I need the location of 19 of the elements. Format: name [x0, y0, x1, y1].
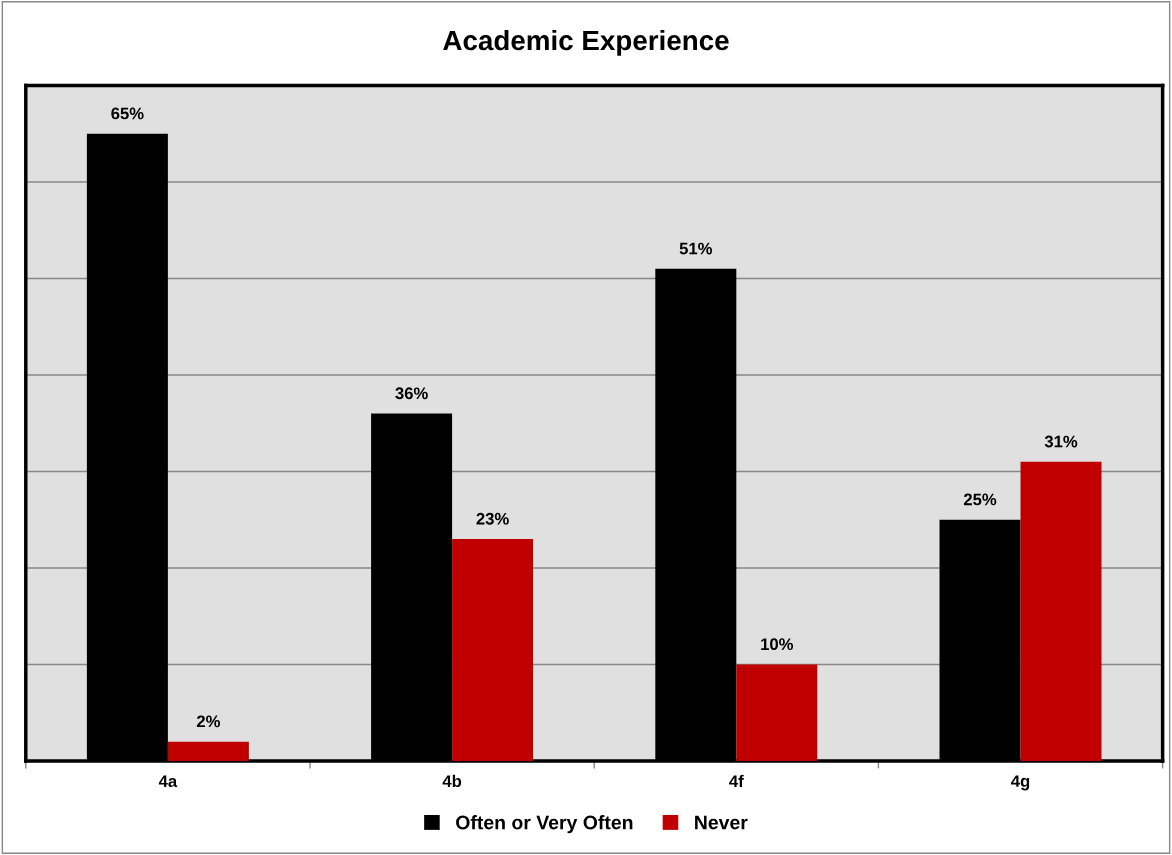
x-tick-label: 4b — [442, 774, 462, 788]
x-tick-label: 4g — [1011, 775, 1030, 791]
data-label: 51% — [679, 242, 713, 255]
data-label: 2% — [196, 715, 220, 728]
data-label: 31% — [1044, 435, 1078, 448]
legend-label: Often or Very Often — [456, 815, 633, 834]
bar — [452, 539, 534, 761]
legend-label: Never — [695, 815, 748, 830]
data-label: 25% — [963, 493, 997, 506]
x-tick-label: 4a — [158, 775, 178, 788]
data-label: 65% — [111, 107, 144, 120]
chart-title: Academic Experience — [443, 29, 729, 56]
data-label: 23% — [476, 512, 509, 525]
bar — [167, 741, 249, 761]
bar — [1020, 461, 1102, 761]
data-label: 36% — [395, 387, 428, 400]
x-tick-label: 4f — [729, 774, 744, 787]
bar — [736, 664, 818, 761]
data-label: 10% — [761, 638, 794, 651]
